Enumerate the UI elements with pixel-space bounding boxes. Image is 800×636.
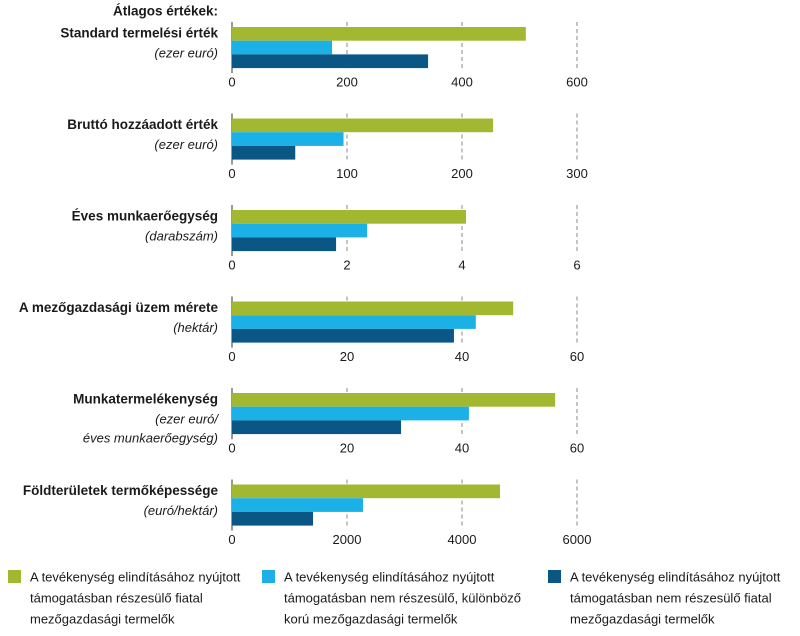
legend-label: mezőgazdasági termelők <box>30 611 175 626</box>
bar <box>232 328 454 343</box>
bar <box>232 420 402 435</box>
x-tick-label: 60 <box>570 349 584 364</box>
bar <box>232 484 501 499</box>
bar <box>232 511 314 526</box>
x-tick-label: 20 <box>340 441 354 456</box>
x-tick-label: 40 <box>455 441 469 456</box>
x-tick-label: 200 <box>336 75 358 90</box>
panel-subtitle: (darabszám) <box>145 228 218 243</box>
x-tick-label: 4 <box>458 258 465 273</box>
bar <box>232 210 467 224</box>
legend-label: támogatásban részesülő fiatal <box>30 590 203 605</box>
legend-label: A tevékenység elindításához nyújtott <box>284 569 495 584</box>
x-tick-label: 40 <box>455 349 469 364</box>
legend-label: A tevékenység elindításához nyújtott <box>570 569 781 584</box>
bar <box>232 54 429 69</box>
bar <box>232 40 333 55</box>
panel-subtitle: (ezer euró) <box>154 137 218 152</box>
legend-swatch <box>548 570 561 583</box>
legend-swatch <box>8 570 21 583</box>
panel-subtitle: (ezer euró) <box>154 45 218 60</box>
legend-label: támogatásban nem részesülő, különböző <box>284 590 521 605</box>
x-tick-label: 0 <box>228 258 235 273</box>
bar <box>232 315 476 329</box>
panel-title: Földterületek termőképessége <box>23 483 219 498</box>
legend-label: mezőgazdasági termelők <box>570 611 715 626</box>
x-tick-label: 2000 <box>333 532 362 547</box>
x-tick-label: 400 <box>451 75 473 90</box>
panel-subtitle: (hektár) <box>173 320 218 335</box>
bar <box>232 27 526 41</box>
bar <box>232 223 368 238</box>
panel-title: A mezőgazdasági üzem mérete <box>19 300 219 315</box>
x-tick-label: 100 <box>336 166 358 181</box>
bar <box>232 145 296 160</box>
panel-subtitle: (euró/hektár) <box>144 503 218 518</box>
x-tick-label: 200 <box>451 166 473 181</box>
bar <box>232 406 469 421</box>
bar <box>232 118 494 133</box>
bar <box>232 301 514 316</box>
x-tick-label: 0 <box>228 441 235 456</box>
x-tick-label: 0 <box>228 75 235 90</box>
panel-subtitle: éves munkaerőegység) <box>83 430 218 445</box>
panel-title: Munkatermelékenység <box>73 392 218 407</box>
panel-title: Éves munkaerőegység <box>72 209 218 224</box>
legend-swatch <box>262 570 275 583</box>
x-tick-label: 6 <box>573 258 580 273</box>
x-tick-label: 20 <box>340 349 354 364</box>
panel-title: Standard termelési érték <box>60 26 218 41</box>
x-tick-label: 60 <box>570 441 584 456</box>
bar <box>232 237 337 252</box>
panel-subtitle: (ezer euró/ <box>155 411 219 426</box>
legend-label: támogatásban nem részesülő fiatal <box>570 590 772 605</box>
x-tick-label: 6000 <box>563 532 592 547</box>
x-tick-label: 2 <box>343 258 350 273</box>
x-tick-label: 300 <box>566 166 588 181</box>
x-tick-label: 0 <box>228 166 235 181</box>
legend-label: korú mezőgazdasági termelők <box>284 611 458 626</box>
bar <box>232 393 556 407</box>
bar <box>232 132 344 146</box>
x-tick-label: 0 <box>228 349 235 364</box>
panel-title: Bruttó hozzáadott érték <box>67 117 218 132</box>
x-tick-label: 0 <box>228 532 235 547</box>
legend-label: A tevékenység elindításához nyújtott <box>30 569 241 584</box>
x-tick-label: 4000 <box>448 532 477 547</box>
header: Átlagos értékek: <box>113 4 218 19</box>
bar <box>232 498 363 512</box>
x-tick-label: 600 <box>566 75 588 90</box>
